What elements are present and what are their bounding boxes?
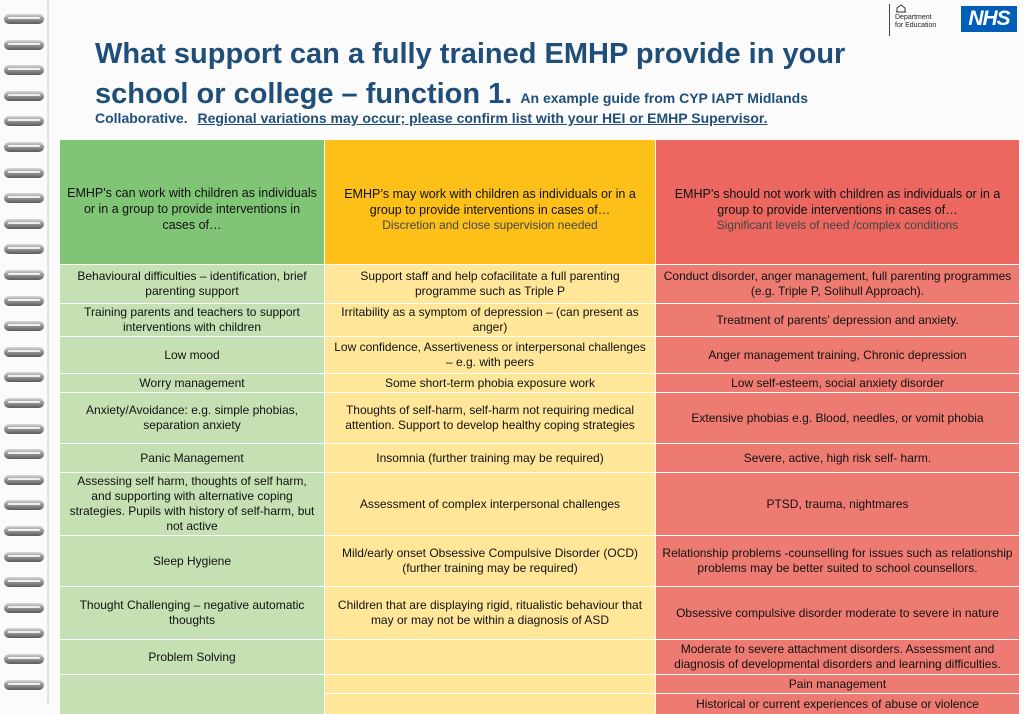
may-item: Mild/early onset Obsessive Compulsive Di…	[325, 536, 655, 586]
spiral-ring	[4, 65, 44, 76]
spiral-binding	[0, 0, 48, 705]
spiral-ring	[4, 295, 44, 306]
can-item: Low mood	[60, 337, 324, 373]
spiral-ring	[4, 474, 44, 485]
should-not-item: Moderate to severe attachment disorders.…	[656, 640, 1019, 674]
spiral-ring	[4, 398, 44, 408]
header-can-text: EMHP's can work with children as individ…	[67, 186, 317, 232]
should-not-item: Anger management training, Chronic depre…	[656, 337, 1019, 373]
may-item: Assessment of complex interpersonal chal…	[325, 473, 655, 535]
header-should-not: EMHP’s should not work with children as …	[656, 140, 1019, 264]
spiral-ring	[4, 116, 44, 127]
may-item: Children that are displaying rigid, ritu…	[325, 587, 655, 639]
dfe-line-2: for Education	[895, 22, 937, 29]
spiral-ring	[4, 39, 44, 50]
may-empty-cell	[325, 694, 655, 714]
header-should-not-text: EMHP’s should not work with children as …	[674, 186, 1001, 217]
may-item: Support staff and help cofacilitate a fu…	[325, 265, 655, 303]
can-item: Training parents and teachers to support…	[60, 304, 324, 336]
page-title: What support can a fully trained EMHP pr…	[95, 34, 935, 114]
should-not-item: PTSD, trauma, nightmares	[656, 473, 1019, 535]
may-item: Some short-term phobia exposure work	[325, 374, 655, 392]
dfe-line-1: Department	[895, 14, 932, 21]
spiral-ring	[4, 142, 44, 152]
header-should-not-note: Significant levels of need /complex cond…	[716, 217, 959, 232]
regional-caveat: Regional variations may occur; please co…	[197, 110, 768, 126]
spiral-ring	[4, 628, 44, 639]
can-empty-cell	[60, 675, 324, 714]
should-not-item: Low self-esteem, social anxiety disorder	[656, 374, 1019, 392]
spiral-ring	[4, 423, 44, 434]
spiral-ring	[4, 551, 44, 562]
spiral-ring	[4, 14, 44, 24]
may-empty-cell	[325, 640, 655, 674]
can-item: Problem Solving	[60, 640, 324, 674]
can-item: Thought Challenging – negative automatic…	[60, 587, 324, 639]
can-item: Panic Management	[60, 444, 324, 472]
header-may-note: Discretion and close supervision needed	[382, 217, 598, 232]
may-item: Low confidence, Assertiveness or interpe…	[325, 337, 655, 373]
may-item: Insomnia (further training may be requir…	[325, 444, 655, 472]
should-not-item: Relationship problems -counselling for i…	[656, 536, 1019, 586]
header-may: EMHP’s may work with children as individ…	[325, 140, 655, 264]
spiral-ring	[4, 321, 44, 332]
spiral-ring	[4, 372, 44, 383]
should-not-item: Extensive phobias e.g. Blood, needles, o…	[656, 393, 1019, 443]
spiral-ring	[4, 654, 44, 664]
can-item: Assessing self harm, thoughts of self ha…	[60, 473, 324, 535]
spiral-ring	[4, 449, 44, 460]
spiral-ring	[4, 244, 44, 255]
binding-edge	[47, 0, 49, 705]
spiral-ring	[4, 577, 44, 588]
title-subtitle: An example guide from CYP IAPT Midlands	[520, 90, 808, 106]
spiral-ring	[4, 193, 44, 204]
can-item: Sleep Hygiene	[60, 536, 324, 586]
dfe-logo: Department for Education	[889, 4, 953, 36]
header-can: EMHP's can work with children as individ…	[60, 140, 324, 264]
header-may-text: EMHP’s may work with children as individ…	[344, 186, 636, 217]
may-item: Irritability as a symptom of depression …	[325, 304, 655, 336]
subtitle-continuation: Collaborative.	[95, 110, 188, 126]
can-item: Worry management	[60, 374, 324, 392]
can-item: Behavioural difficulties – identificatio…	[60, 265, 324, 303]
spiral-ring	[4, 218, 44, 229]
title-main: What support can a fully trained EMHP pr…	[95, 38, 846, 110]
spiral-ring	[4, 602, 44, 613]
spiral-ring	[4, 346, 44, 357]
spiral-ring	[4, 500, 44, 511]
spiral-ring	[4, 526, 44, 536]
may-item: Thoughts of self-harm, self-harm not req…	[325, 393, 655, 443]
spiral-ring	[4, 270, 44, 280]
support-table: EMHP's can work with children as individ…	[60, 140, 1019, 714]
should-not-item: Historical or current experiences of abu…	[656, 694, 1019, 714]
should-not-item: Treatment of parents’ depression and anx…	[656, 304, 1019, 336]
can-item: Anxiety/Avoidance: e.g. simple phobias, …	[60, 393, 324, 443]
may-empty-cell	[325, 675, 655, 693]
spiral-ring	[4, 167, 44, 178]
nhs-logo: NHS	[961, 6, 1017, 32]
should-not-item: Obsessive compulsive disorder moderate t…	[656, 587, 1019, 639]
should-not-item: Pain management	[656, 675, 1019, 693]
title-caveat-line: Collaborative. Regional variations may o…	[95, 110, 768, 126]
spiral-ring	[4, 679, 44, 690]
should-not-item: Severe, active, high risk self- harm.	[656, 444, 1019, 472]
should-not-item: Conduct disorder, anger management, full…	[656, 265, 1019, 303]
crest-icon	[896, 4, 906, 13]
spiral-ring	[4, 90, 44, 101]
